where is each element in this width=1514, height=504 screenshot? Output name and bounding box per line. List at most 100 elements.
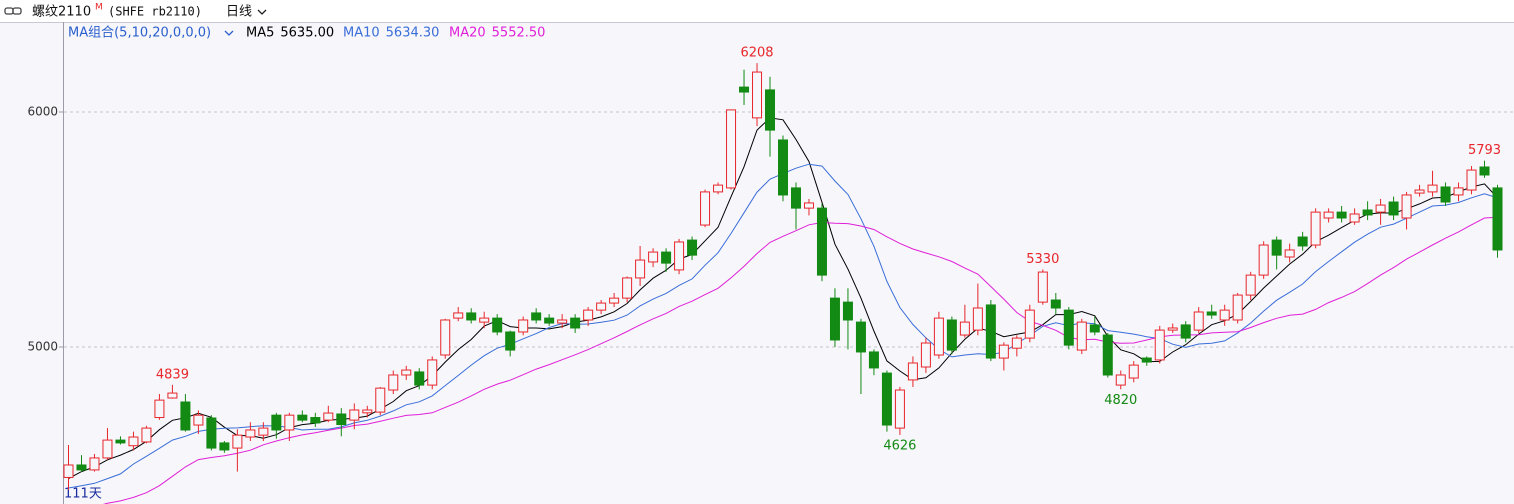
candle-body	[1271, 239, 1282, 256]
candle-body	[713, 184, 724, 193]
candle-body	[1349, 213, 1360, 223]
candle-body	[998, 344, 1009, 359]
candle-body	[687, 239, 698, 256]
candle-body	[1336, 211, 1347, 219]
ma-dropdown[interactable]	[224, 30, 234, 36]
candle-body	[907, 362, 918, 381]
candle-body	[232, 434, 243, 449]
legend-name: MA10	[343, 26, 380, 41]
candle-body	[1154, 329, 1165, 361]
candle-body	[1206, 311, 1217, 316]
candle-body	[544, 317, 555, 324]
candle-body	[1388, 201, 1399, 216]
candle-body	[375, 387, 386, 413]
candle-body	[167, 392, 178, 399]
candle-body	[1284, 249, 1295, 258]
candle-body	[297, 414, 308, 421]
exchange-code: (SHFE rb2110)	[108, 5, 202, 19]
candle-body	[933, 317, 944, 356]
legend-value: 5552.50	[492, 26, 546, 41]
candle-body	[271, 414, 282, 431]
candle-body	[1258, 244, 1269, 276]
candle-body	[1245, 274, 1256, 296]
candle-body	[635, 259, 646, 279]
candle-body	[284, 414, 295, 431]
candle-body	[972, 307, 983, 331]
candle-body	[219, 442, 230, 451]
candle-body	[842, 301, 853, 321]
candle-body	[1128, 364, 1139, 379]
legend-name: MA5	[246, 26, 274, 41]
candle-body	[427, 359, 438, 386]
low-label: 4626	[883, 438, 916, 453]
candle-body	[570, 317, 581, 329]
period[interactable]: 日线	[226, 5, 252, 20]
candle-body	[414, 371, 425, 386]
candle-body	[245, 429, 256, 438]
candle-body	[790, 187, 801, 209]
candle-body	[946, 319, 957, 351]
candle-body	[557, 319, 568, 324]
candle-body	[128, 436, 139, 447]
candle-body	[310, 417, 321, 424]
high-label: 5330	[1026, 252, 1059, 267]
candle-body	[829, 297, 840, 341]
candle-body	[505, 331, 516, 351]
candle-body	[518, 319, 529, 333]
candle-body	[661, 251, 672, 264]
candle-body	[1310, 211, 1321, 246]
candle-body	[1011, 337, 1022, 349]
candle-body	[466, 312, 477, 321]
candle-body	[102, 439, 113, 459]
candle-body	[1362, 209, 1373, 216]
candle-body	[1479, 166, 1490, 176]
candle-body	[1063, 309, 1074, 346]
ma-line	[102, 216, 1498, 504]
ma-group[interactable]: MA组合(5,10,20,0,0,0)	[68, 26, 211, 41]
candle-body	[726, 109, 737, 189]
candle-body	[1297, 236, 1308, 247]
candle-body	[1141, 357, 1152, 363]
candle-body	[622, 277, 633, 299]
candle-body	[453, 312, 464, 319]
candle-body	[752, 71, 763, 119]
candle-body	[596, 302, 607, 311]
candle-body	[1440, 186, 1451, 203]
candle-body	[154, 399, 165, 419]
symbol-title: 螺纹2110	[32, 5, 91, 20]
candle-body	[868, 351, 879, 369]
high-label: 5793	[1468, 143, 1501, 158]
candle-body	[920, 342, 931, 368]
y-tick-label: 6000	[27, 105, 58, 119]
candle-body	[1050, 299, 1061, 309]
candle-body	[1076, 321, 1087, 351]
candle-body	[258, 427, 269, 436]
days-count: 111天	[64, 487, 102, 502]
candle-body	[206, 417, 217, 449]
candle-body	[1466, 169, 1477, 191]
candle-body	[1102, 334, 1113, 376]
period-dropdown[interactable]	[257, 9, 267, 15]
candle-body	[765, 89, 776, 131]
candle-body	[193, 414, 204, 426]
candle-body	[362, 409, 373, 414]
candle-body	[1375, 204, 1386, 213]
candle-body	[1219, 309, 1230, 321]
candle-body	[115, 439, 126, 444]
candle-body	[1167, 327, 1178, 331]
candle-body	[700, 191, 711, 226]
low-label: 4820	[1104, 393, 1137, 408]
y-tick-label: 5000	[27, 340, 58, 354]
high-label: 4839	[156, 367, 189, 382]
candle-body	[323, 412, 334, 421]
candle-body	[89, 457, 100, 471]
candle-body	[739, 86, 750, 93]
header-bar	[0, 0, 1514, 22]
candle-body	[881, 372, 892, 426]
ma-line	[68, 117, 1498, 480]
candle-body	[1024, 309, 1035, 339]
candle-body	[1427, 184, 1438, 193]
candle-body	[1180, 324, 1191, 339]
link-icon	[4, 7, 22, 15]
